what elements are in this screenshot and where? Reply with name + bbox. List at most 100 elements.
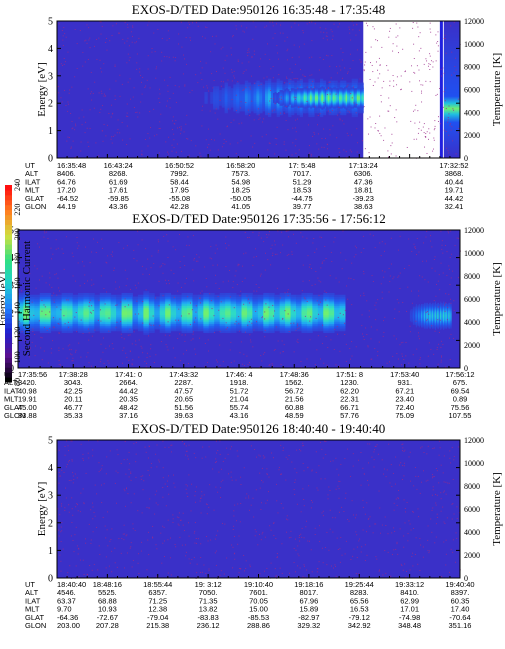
energy-band (273, 86, 364, 110)
table-cell: 3868. (445, 169, 464, 178)
table-cell: 9.70 (57, 605, 72, 614)
table-cell: 63.37 (57, 596, 76, 605)
table-cell: 43.36 (109, 202, 128, 211)
colorbar-tick-label: 160 (13, 278, 22, 290)
table-cell: 48.59 (285, 411, 304, 420)
table-cell: 17:51: 8 (336, 370, 363, 379)
table-cell: 8283. (350, 588, 369, 597)
y-tick-label: 3 (48, 71, 53, 82)
colorbar-tick-label: 100 (13, 351, 22, 363)
right-tick-label: 6000 (464, 505, 480, 514)
row-label: ALT (4, 378, 18, 387)
table-cell: 17:56:12 (445, 370, 474, 379)
table-cell: 4546. (57, 588, 76, 597)
table-cell: 215.38 (146, 621, 169, 630)
table-cell: 61.69 (109, 177, 128, 186)
right-tick-label: 10000 (464, 249, 484, 258)
ephemeris-table: UTALTILATMLTGLATGLON17:35:563420.40.9819… (4, 370, 475, 420)
table-cell: 8410. (400, 588, 419, 597)
table-cell: 6306. (354, 169, 373, 178)
table-cell: 1562. (285, 378, 304, 387)
table-cell: -59.85 (108, 194, 129, 203)
table-cell: 56.72 (285, 386, 304, 395)
table-cell: 20.65 (174, 395, 193, 404)
table-cell: 329.32 (297, 621, 320, 630)
row-label: GLAT (25, 194, 44, 203)
table-cell: 18.53 (293, 186, 312, 195)
table-cell: 48.42 (119, 403, 138, 412)
y-tick-label: 5 (48, 436, 53, 447)
right-tick-label: 12000 (464, 17, 484, 26)
table-cell: 46.77 (64, 403, 83, 412)
table-cell: 19:40:40 (445, 580, 474, 589)
table-cell: 19:33:12 (395, 580, 424, 589)
colorbar-tick-label: 220 (13, 204, 22, 216)
table-cell: 44.42 (445, 194, 464, 203)
table-cell: 43.16 (230, 411, 249, 420)
table-cell: 47.57 (174, 386, 193, 395)
table-cell: 39.77 (293, 202, 312, 211)
table-cell: 7601. (249, 588, 268, 597)
table-cell: 2664. (119, 378, 138, 387)
table-cell: -39.23 (353, 194, 374, 203)
table-cell: 16.53 (350, 605, 369, 614)
table-cell: 12.38 (148, 605, 167, 614)
table-cell: 60.88 (285, 403, 304, 412)
y-tick-label: 0 (48, 154, 53, 165)
table-cell: 19.71 (445, 186, 464, 195)
table-cell: 41.05 (231, 202, 250, 211)
table-cell: 17:32:52 (439, 161, 468, 170)
table-cell: 16:58:20 (226, 161, 255, 170)
table-cell: 22.31 (340, 395, 359, 404)
row-label: ILAT (25, 177, 41, 186)
energy-band (18, 291, 346, 335)
table-cell: 55.74 (230, 403, 249, 412)
gap-edge (439, 21, 443, 158)
table-cell: 5525. (98, 588, 117, 597)
table-cell: 70.05 (249, 596, 268, 605)
table-cell: 7050. (199, 588, 218, 597)
table-cell: 17.95 (170, 186, 189, 195)
table-cell: 62.99 (400, 596, 419, 605)
table-cell: 16:35:48 (57, 161, 86, 170)
y-tick-label: 4 (48, 463, 53, 474)
right-tick-label: 0 (464, 574, 468, 583)
table-cell: 69.54 (451, 386, 470, 395)
right-axis-label: Temperature [K] (491, 262, 503, 335)
table-cell: -79.04 (147, 613, 168, 622)
table-cell: 2287. (174, 378, 193, 387)
table-cell: 18:40:40 (57, 580, 86, 589)
table-cell: 236.12 (197, 621, 220, 630)
table-cell: 71.25 (148, 596, 167, 605)
right-tick-label: 6000 (464, 86, 480, 95)
table-cell: 13.82 (199, 605, 218, 614)
table-cell: 17:53:40 (390, 370, 419, 379)
table-cell: 7573. (231, 169, 250, 178)
table-cell: 17.40 (451, 605, 470, 614)
table-cell: 6357. (148, 588, 167, 597)
y-tick-label: 3 (48, 491, 53, 502)
right-tick-label: 8000 (464, 272, 480, 281)
table-cell: 75.56 (451, 403, 470, 412)
panel-title: EXOS-D/TED Date:950126 16:35:48 - 17:35:… (132, 2, 385, 17)
table-cell: 51.56 (174, 403, 193, 412)
colorbar: 80 100 120 140 160 180 200 220 240 Second Harmoni… (5, 179, 33, 386)
table-cell: 16:50:52 (165, 161, 194, 170)
energy-band (409, 301, 452, 330)
colorbar-tick-label: 120 (13, 327, 22, 339)
right-tick-label: 0 (464, 154, 468, 163)
table-cell: -50.05 (230, 194, 251, 203)
right-tick-label: 4000 (464, 108, 480, 117)
row-label: UT (25, 161, 35, 170)
table-cell: 19:18:16 (294, 580, 323, 589)
edge-strip (443, 21, 460, 158)
table-cell: -55.08 (169, 194, 190, 203)
right-tick-label: 4000 (464, 318, 480, 327)
row-label: MLT (25, 186, 40, 195)
table-cell: 8017. (299, 588, 318, 597)
table-cell: 203.00 (57, 621, 80, 630)
table-cell: 19.91 (18, 395, 37, 404)
colorbar-tick-label: 180 (13, 253, 22, 265)
row-label: ILAT (4, 386, 20, 395)
